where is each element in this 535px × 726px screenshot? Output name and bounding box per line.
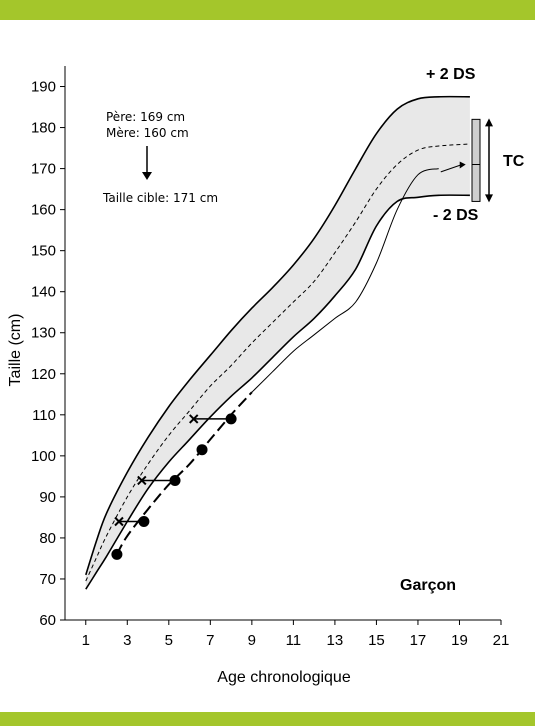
- mean-curve: [85, 143, 470, 582]
- x-tick-label: 1: [82, 632, 90, 649]
- y-tick-label: 190: [31, 79, 56, 96]
- envelope-layer: [85, 96, 470, 590]
- y-tick-label: 120: [31, 366, 56, 383]
- y-axis-label: Taille (cm): [7, 314, 24, 387]
- chronological-age-point: [138, 516, 150, 528]
- bottom-accent-bar: [0, 712, 535, 726]
- y-tick-label: 100: [31, 448, 56, 465]
- x-tick-label: 9: [248, 632, 256, 649]
- x-tick-label: 21: [493, 632, 510, 649]
- y-tick-label: 160: [31, 202, 56, 219]
- y-tick-label: 170: [31, 161, 56, 178]
- father-height-note: Père: 169 cm: [106, 110, 185, 124]
- points-layer: [111, 413, 237, 560]
- bone-age-marker: [137, 475, 147, 486]
- x-tick-label: 3: [123, 632, 131, 649]
- x-tick-label: 5: [165, 632, 173, 649]
- projection-arrow-shaft: [440, 164, 461, 173]
- x-tick-label: 19: [451, 632, 468, 649]
- target-range-arrow-down: [485, 194, 493, 203]
- y-tick-label: 80: [39, 530, 56, 547]
- x-tick-label: 7: [206, 632, 214, 649]
- target-height-note: Taille cible: 171 cm: [102, 191, 218, 205]
- sex-label: Garçon: [400, 577, 456, 594]
- minus-2ds-label: - 2 DS: [433, 207, 479, 224]
- target-range-label: TC: [503, 153, 525, 170]
- lower-2sd-curve: [85, 194, 470, 590]
- sd-envelope-fill: [85, 96, 470, 590]
- upper-2sd-curve: [85, 95, 470, 576]
- chronological-age-point: [196, 444, 208, 456]
- chronological-age-point: [169, 474, 181, 486]
- y-tick-label: 180: [31, 120, 56, 137]
- target-range-layer: [440, 118, 493, 203]
- y-tick-label: 110: [32, 407, 56, 424]
- bone-age-marker: [189, 414, 199, 424]
- top-accent-bar: [0, 0, 535, 20]
- y-tick-label: 130: [31, 325, 56, 342]
- x-axis-label: Age chronologique: [217, 669, 351, 686]
- note-arrow-head: [142, 172, 152, 180]
- plus-2ds-label: + 2 DS: [426, 66, 476, 83]
- y-tick-label: 150: [31, 243, 56, 260]
- chronological-age-point: [111, 548, 123, 560]
- x-tick-label: 17: [410, 632, 427, 649]
- bone-age-marker: [114, 516, 124, 527]
- chronological-age-point: [225, 413, 237, 425]
- projection-arrow-head: [459, 161, 466, 169]
- x-tick-label: 13: [327, 632, 344, 649]
- y-tick-label: 60: [39, 612, 56, 629]
- y-tick-label: 70: [39, 571, 56, 588]
- target-range-bar: [471, 118, 481, 202]
- x-tick-label: 11: [286, 632, 302, 649]
- patient-projected-curve: [251, 168, 439, 393]
- y-tick-label: 140: [31, 284, 56, 301]
- x-tick-label: 15: [368, 632, 385, 649]
- mother-height-note: Mère: 160 cm: [106, 126, 189, 140]
- target-range-arrow-up: [485, 118, 493, 127]
- y-tick-label: 90: [39, 489, 56, 506]
